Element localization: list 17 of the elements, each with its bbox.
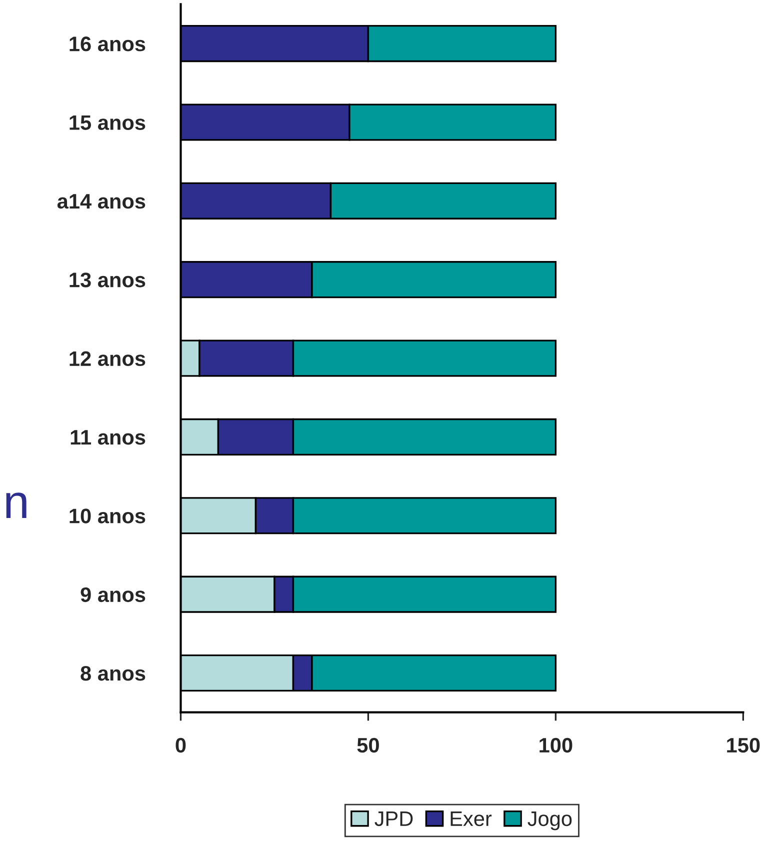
y-tick-label: 10 anos [70, 508, 146, 524]
legend-label: Jogo [528, 812, 572, 830]
y-tick-label: 13 anos [70, 272, 146, 288]
legend-label: Exer [450, 812, 492, 826]
y-tick-label: a14 anos [57, 194, 146, 209]
y-tick-label: 15 anos [70, 115, 146, 130]
y-tick-label: 12 anos [70, 351, 146, 366]
text: n [6, 492, 26, 518]
y-tick-label: 9 anos [80, 587, 146, 602]
x-tick-label: 100 [540, 738, 572, 753]
y-tick-label: 11 anos [70, 430, 146, 445]
x-tick-label: 150 [727, 738, 760, 753]
y-tick-label: 16 anos [70, 36, 146, 52]
x-tick-label: 50 [357, 738, 379, 753]
y-tick-label: 8 anos [80, 666, 146, 681]
legend-label: JPD [374, 812, 413, 826]
x-tick-label: 0 [176, 738, 186, 753]
